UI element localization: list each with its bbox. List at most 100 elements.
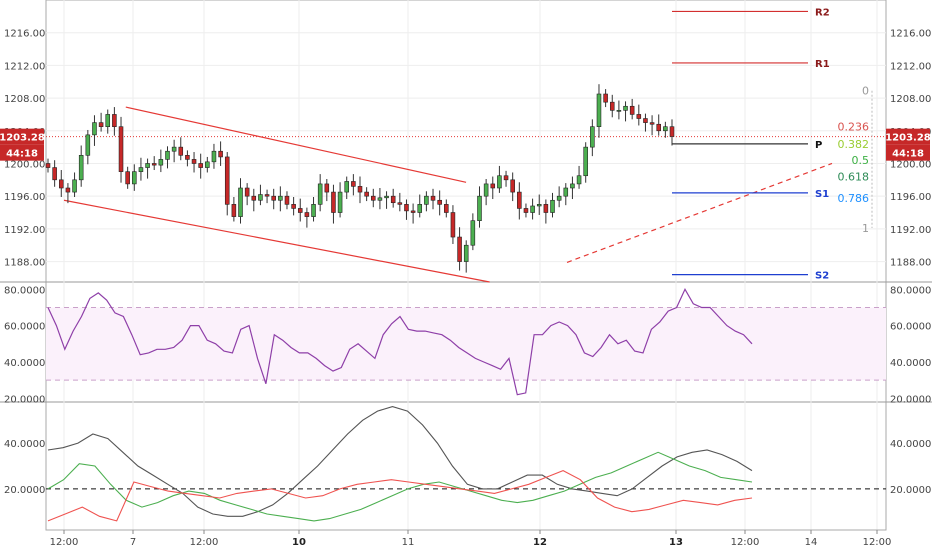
candle-up [311, 204, 316, 217]
candle-down [244, 187, 250, 197]
candle [317, 174, 323, 212]
countdown-badge-right [886, 144, 930, 161]
candle-down [231, 204, 237, 217]
candle [510, 172, 515, 202]
candle [550, 192, 555, 218]
candle-up [417, 204, 423, 213]
candle-up [590, 126, 595, 148]
time-tick-label: 11 [402, 537, 415, 548]
candle-up [530, 205, 535, 213]
candle-down [390, 195, 396, 204]
candle-up [171, 146, 177, 152]
price-tick-left: 1192.00 [4, 225, 45, 236]
candle-up [205, 161, 210, 168]
candle-down [178, 146, 184, 156]
fib-label: 0.618 [838, 171, 870, 184]
pivot-levels: R2 R1 P S1 S2 [672, 7, 830, 282]
candle [258, 184, 263, 206]
candle-down [609, 101, 615, 111]
candle [112, 107, 117, 136]
candle-down [404, 204, 409, 212]
candle-down [224, 156, 230, 205]
countdown-badge-left [0, 144, 44, 161]
rsi-pane: 20.0000 20.0000 40.0000 40.0000 60.0000 60.00… [4, 285, 931, 405]
candle-down [284, 195, 290, 205]
price-tick-left: 1216.00 [4, 29, 45, 40]
candle-down [437, 199, 442, 205]
candle [145, 158, 150, 179]
candle [543, 199, 549, 224]
fib-levels: 0 0.236 0.382 0.5 0.618 0.786 1 [838, 85, 873, 235]
candle [59, 170, 64, 197]
candle-down [397, 202, 403, 205]
candle [191, 152, 197, 173]
candle-down [450, 212, 456, 238]
rsi-tick-right: 20.0000 [890, 394, 931, 405]
candle [118, 116, 124, 183]
candle-up [616, 110, 622, 112]
candle [404, 199, 409, 220]
candle [444, 199, 449, 218]
candle [530, 198, 535, 220]
plus-di-line [47, 451, 753, 522]
price-channel [63, 106, 833, 283]
candle [132, 164, 137, 191]
candle-down [65, 187, 71, 193]
candle [304, 207, 310, 228]
candle [357, 176, 363, 204]
candle [603, 89, 608, 108]
candle-down [98, 122, 104, 127]
candle-up [663, 126, 668, 132]
candlesticks [45, 84, 675, 273]
price-tick-right: 1212.00 [890, 61, 931, 72]
candle-down [324, 183, 330, 193]
oscillator-pane: 20.0000 20.0000 40.0000 40.0000 [4, 406, 931, 522]
candle [198, 153, 203, 179]
candle-up [92, 122, 97, 136]
price-badges: 1203.28 44:18 1203.28 44:18 [0, 128, 931, 161]
price-tick-right: 1216.00 [890, 29, 931, 40]
price-axis: 1188.00 1188.00 1192.00 1192.00 1196.00 1196.… [4, 29, 931, 269]
candle [656, 114, 661, 136]
support-trendline [566, 162, 833, 263]
price-tick-right: 1188.00 [890, 258, 931, 269]
candle-down [185, 155, 190, 160]
price-tick-left: 1188.00 [4, 258, 45, 269]
candle [636, 104, 642, 126]
candle-down [649, 122, 655, 125]
fib-label: 1 [862, 222, 869, 235]
candle-down [503, 175, 509, 181]
candle-up [258, 194, 263, 201]
osc-tick-right: 40.0000 [890, 439, 931, 450]
candle-down [151, 163, 157, 166]
candle-up [424, 195, 429, 205]
price-tick-right: 1192.00 [890, 225, 931, 236]
rsi-tick-left: 80.0000 [4, 285, 45, 296]
candle-up [317, 183, 323, 205]
candle-up [238, 187, 243, 217]
candle [218, 141, 223, 166]
channel-lower-line [63, 199, 490, 283]
candle-up [623, 105, 628, 111]
candle [643, 113, 648, 132]
candle-up [477, 195, 482, 221]
candle-down [543, 204, 549, 213]
candle [158, 149, 164, 173]
candle-up [211, 150, 217, 163]
candle [377, 188, 383, 210]
candle [576, 165, 582, 189]
osc-tick-right: 20.0000 [890, 485, 931, 496]
time-tick-label: 10 [292, 537, 306, 548]
candle [556, 186, 562, 208]
candle [503, 170, 509, 187]
candle-up [132, 171, 137, 185]
candle-down [112, 114, 117, 127]
countdown-badge-text-right: 44:18 [892, 149, 924, 160]
candle [463, 240, 469, 273]
rsi-tick-left: 60.0000 [4, 322, 45, 333]
candle [424, 191, 429, 212]
candle-down [331, 191, 336, 213]
candle-up [583, 146, 588, 177]
candle-down [218, 150, 223, 158]
